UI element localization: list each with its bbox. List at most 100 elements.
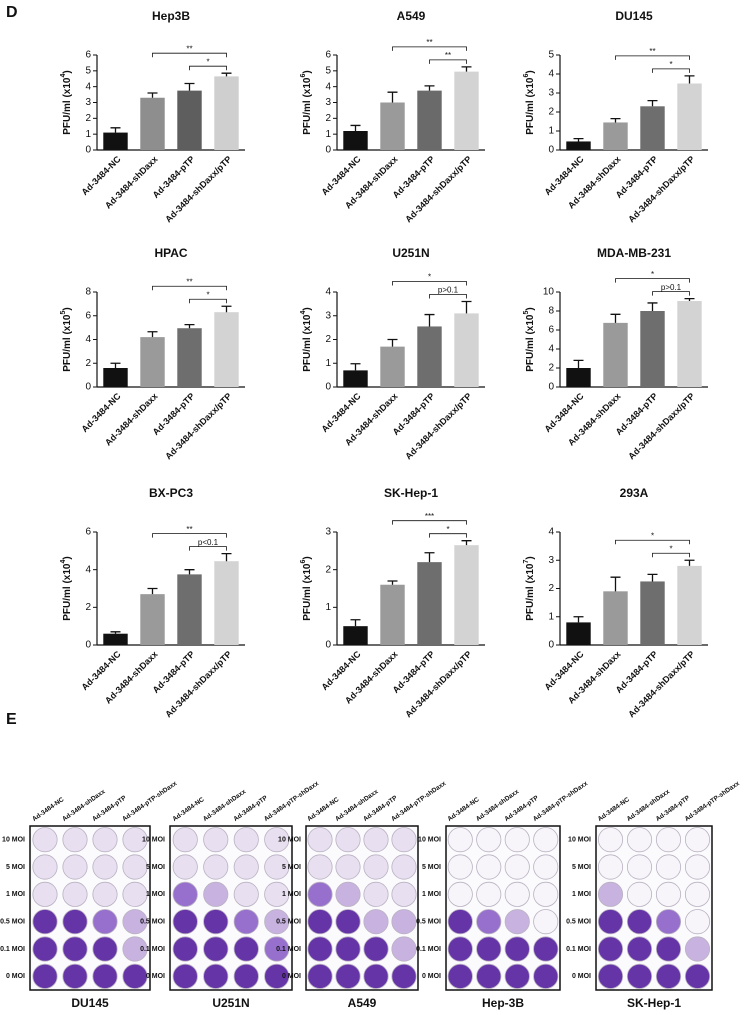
y-tick-label: 4	[85, 564, 91, 575]
well	[447, 936, 473, 962]
well	[655, 936, 682, 962]
error-bar	[424, 85, 435, 91]
y-tick-label: 4	[85, 334, 91, 345]
bar	[417, 562, 442, 645]
well	[335, 827, 361, 853]
y-axis-label: PFU/ml (x105)	[523, 307, 536, 372]
error-bar	[147, 587, 158, 595]
bar	[417, 90, 442, 150]
row-label: 1 MOI	[422, 891, 441, 898]
error-bar	[684, 75, 695, 84]
y-tick-label: 10	[543, 287, 555, 298]
bar	[603, 122, 628, 150]
well	[122, 909, 148, 935]
bar	[677, 565, 702, 645]
well	[92, 909, 118, 935]
y-tick-label: 2	[548, 107, 554, 118]
y-axis-label-exponent: 6	[300, 74, 307, 78]
bar	[603, 591, 628, 645]
well	[684, 881, 711, 907]
well	[92, 827, 118, 853]
row-label: 0.5 MOI	[566, 919, 591, 926]
bar	[677, 301, 702, 387]
well	[307, 909, 333, 935]
error-bar	[573, 137, 584, 142]
y-axis-label: PFU/ml (x107)	[523, 556, 536, 621]
well	[32, 881, 58, 907]
y-axis-label-text: PFU/ml (x10	[525, 314, 536, 372]
y-tick-label: 6	[548, 325, 554, 336]
bar	[343, 626, 368, 645]
significance-label: *	[206, 290, 209, 299]
well	[122, 827, 148, 853]
error-bar	[110, 127, 121, 133]
row-label: 0.5 MOI	[416, 919, 441, 926]
row-label: 0 MOI	[282, 973, 301, 980]
bar	[380, 346, 405, 387]
well	[684, 909, 711, 935]
well	[62, 936, 88, 962]
y-axis-label-exponent: 7	[523, 560, 530, 564]
well	[363, 881, 389, 907]
x-tick-label: Ad-3484-shDaxx/pTP	[403, 649, 473, 719]
well	[32, 963, 58, 989]
error-bar	[221, 72, 232, 77]
row-label: 10 MOI	[418, 837, 441, 844]
y-tick-label: 6	[325, 50, 331, 61]
well	[62, 854, 88, 880]
y-tick-label: 0	[85, 640, 91, 651]
row-label: 1 MOI	[572, 891, 591, 898]
well	[122, 881, 148, 907]
chart-title: SK-Hep-1	[384, 486, 438, 500]
significance-label: *	[651, 270, 654, 279]
error-bar	[147, 331, 158, 338]
well	[122, 963, 148, 989]
well	[476, 827, 502, 853]
y-tick-label: 2	[85, 358, 91, 369]
well	[533, 827, 559, 853]
well	[684, 963, 711, 989]
row-label: 0 MOI	[422, 973, 441, 980]
significance-label: **	[426, 38, 432, 47]
y-axis-label-text: PFU/ml (x10	[302, 77, 313, 135]
row-label: 0.1 MOI	[566, 946, 591, 953]
y-axis-label-close: )	[302, 307, 313, 310]
well	[447, 854, 473, 880]
error-bar	[221, 305, 232, 313]
error-bar	[184, 324, 195, 329]
well	[363, 963, 389, 989]
well	[62, 827, 88, 853]
well	[504, 909, 530, 935]
significance-bracket	[152, 52, 227, 58]
well	[335, 936, 361, 962]
bar	[380, 584, 405, 645]
chart-title: MDA-MB-231	[597, 246, 671, 260]
significance-bracket	[429, 294, 467, 299]
well	[203, 963, 229, 989]
significance-bracket	[652, 68, 690, 73]
y-tick-label: 6	[85, 310, 91, 321]
well	[684, 854, 711, 880]
row-label: 10 MOI	[568, 837, 591, 844]
y-axis-label-text: PFU/ml (x10	[62, 563, 73, 621]
error-bar	[110, 631, 121, 634]
well	[335, 909, 361, 935]
well	[203, 854, 229, 880]
bar	[103, 633, 128, 645]
y-axis-label-exponent: 6	[523, 74, 530, 78]
column-label: Ad-3484-pTP-shDaxx	[532, 780, 590, 823]
well	[533, 936, 559, 962]
well	[391, 909, 417, 935]
bar	[417, 326, 442, 387]
y-axis-label-text: PFU/ml (x10	[62, 77, 73, 135]
well	[655, 909, 682, 935]
well	[597, 854, 624, 880]
error-bar	[424, 552, 435, 563]
significance-label: p>0.1	[661, 283, 682, 292]
well	[626, 854, 653, 880]
well	[172, 936, 198, 962]
well	[626, 909, 653, 935]
error-bar	[387, 91, 398, 103]
row-label: 0.5 MOI	[140, 919, 165, 926]
